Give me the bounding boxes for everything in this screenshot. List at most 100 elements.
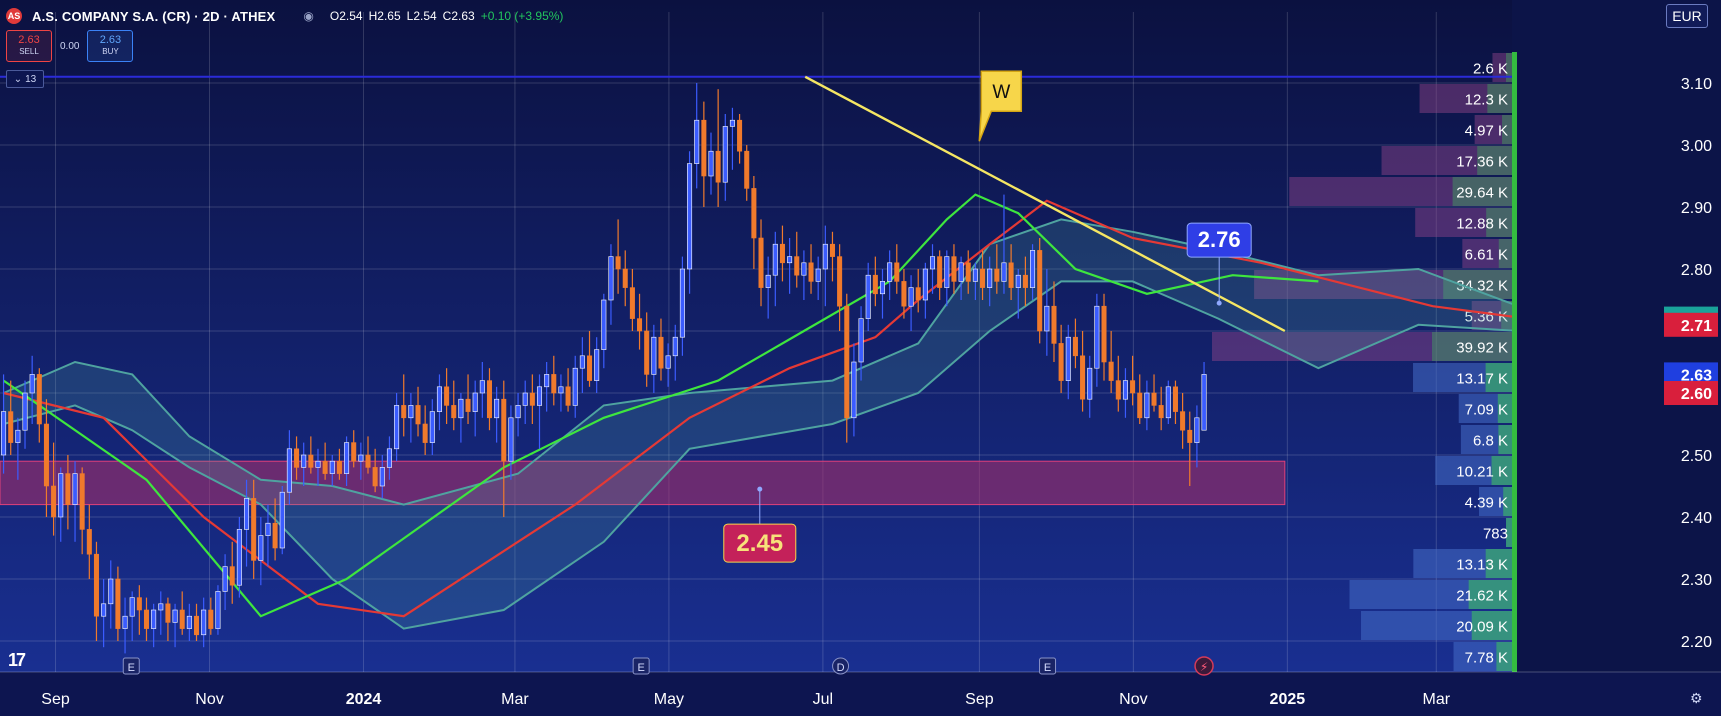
candle-body bbox=[486, 380, 492, 419]
candle-body bbox=[201, 609, 207, 636]
candle-body bbox=[1008, 262, 1014, 288]
candle-body bbox=[79, 473, 85, 530]
candle-body bbox=[286, 448, 292, 493]
annotation-callout bbox=[723, 523, 797, 563]
volume-profile-label: 13.13 K bbox=[1456, 557, 1508, 574]
sell-price: 2.63 bbox=[18, 34, 40, 46]
candle-body bbox=[687, 163, 693, 270]
candle-body bbox=[193, 615, 200, 636]
sell-button[interactable]: 2.63 SELL bbox=[6, 30, 52, 62]
candle-body bbox=[1201, 374, 1207, 431]
candle-body bbox=[294, 448, 300, 468]
candle-body bbox=[1044, 305, 1050, 332]
candle-body bbox=[801, 262, 807, 276]
candle-body bbox=[15, 429, 21, 443]
candle-body bbox=[436, 386, 442, 412]
price-badge-label: 2.71 bbox=[1681, 318, 1712, 335]
volume-profile-bar bbox=[1462, 239, 1512, 268]
candle-body bbox=[444, 386, 450, 406]
candle-body bbox=[544, 374, 550, 388]
candle-body bbox=[944, 256, 950, 288]
candle-body bbox=[1172, 386, 1178, 412]
price-badge-label: 2.63 bbox=[1681, 367, 1712, 384]
candle-body bbox=[694, 119, 700, 164]
candle-body bbox=[301, 454, 307, 468]
volume-profile-bar-green bbox=[1468, 580, 1512, 609]
volume-profile-bar bbox=[1289, 177, 1512, 206]
volume-profile-label: 7.78 K bbox=[1465, 650, 1508, 667]
candle-body bbox=[451, 405, 457, 419]
volume-profile-bar-green bbox=[1477, 146, 1512, 175]
volume-profile-bar-green bbox=[1471, 611, 1512, 640]
eye-icon[interactable]: ◉ bbox=[303, 9, 314, 23]
candle-body bbox=[529, 392, 535, 406]
candle-body bbox=[729, 119, 735, 127]
volume-profile-label: 783 bbox=[1483, 526, 1508, 543]
event-marker bbox=[1039, 657, 1057, 675]
candle-body bbox=[1058, 343, 1064, 381]
indicators-toggle[interactable]: ⌄ 13 bbox=[6, 70, 44, 88]
candle-body bbox=[465, 398, 471, 412]
volume-profile-label: 13.17 K bbox=[1456, 371, 1508, 388]
time-axis-label: Mar bbox=[501, 691, 529, 708]
time-axis-label: Nov bbox=[195, 691, 223, 708]
chevron-down-icon: ⌄ bbox=[13, 73, 23, 85]
volume-profile-bar-green bbox=[1498, 239, 1512, 268]
candle-body bbox=[837, 256, 843, 307]
candle-body bbox=[536, 386, 543, 406]
price-axis-label: 2.90 bbox=[1681, 200, 1712, 217]
support-zone bbox=[0, 460, 1286, 506]
candle-body bbox=[887, 262, 893, 282]
candle-body bbox=[494, 398, 500, 419]
candle-body bbox=[336, 460, 342, 474]
candle-body bbox=[629, 287, 635, 319]
candle-body bbox=[415, 405, 421, 425]
candle-body bbox=[915, 287, 921, 301]
candle-body bbox=[365, 454, 371, 468]
volume-profile-bar bbox=[1415, 208, 1512, 237]
candle-body bbox=[1080, 355, 1086, 400]
volume-profile-label: 17.36 K bbox=[1456, 154, 1508, 171]
volume-profile-bar-green bbox=[1496, 642, 1512, 671]
candle-body bbox=[179, 609, 185, 629]
candle-body bbox=[701, 119, 707, 177]
candle-body bbox=[758, 237, 764, 288]
candle-body bbox=[1072, 336, 1078, 357]
candle-body bbox=[722, 126, 728, 183]
candle-body bbox=[479, 380, 485, 394]
candle-body bbox=[994, 268, 1000, 282]
candle-body bbox=[1, 411, 7, 456]
indicator-cloud-lower bbox=[3, 280, 1576, 630]
settings-gear-icon[interactable]: ⚙ bbox=[1690, 690, 1703, 706]
volume-profile-label: 12.3 K bbox=[1465, 92, 1508, 109]
volume-profile-label: 6.8 K bbox=[1473, 433, 1508, 450]
symbol-title[interactable]: A.S. COMPANY S.A. (CR) · 2D · ATHEX bbox=[32, 8, 276, 24]
indicator-cloud-upper bbox=[3, 218, 1577, 506]
candle-body bbox=[751, 188, 757, 239]
candle-body bbox=[579, 355, 585, 369]
candle-body bbox=[244, 498, 250, 530]
candle-body bbox=[1030, 250, 1036, 288]
candle-body bbox=[1022, 274, 1028, 288]
candle-body bbox=[508, 417, 514, 462]
price-axis-label: 2.40 bbox=[1681, 510, 1712, 527]
tradingview-logo-icon[interactable]: 17 bbox=[8, 650, 26, 670]
volume-profile-label: 7.09 K bbox=[1465, 402, 1508, 419]
candle-body bbox=[901, 281, 907, 307]
candle-body bbox=[572, 367, 578, 406]
candle-body bbox=[429, 411, 435, 443]
buy-button[interactable]: 2.63 BUY bbox=[87, 30, 134, 62]
annotation-anchor bbox=[757, 486, 763, 492]
candle-body bbox=[208, 609, 214, 629]
candle-body bbox=[165, 603, 171, 623]
candle-body bbox=[279, 491, 285, 549]
volume-profile-bar-green bbox=[1485, 549, 1512, 578]
event-marker bbox=[832, 657, 850, 675]
low-value: L2.54 bbox=[406, 9, 437, 23]
price-axis-label: 2.20 bbox=[1681, 634, 1712, 651]
volume-profile-bar-green bbox=[1486, 208, 1512, 237]
candle-body bbox=[258, 535, 264, 561]
candle-body bbox=[594, 349, 600, 381]
currency-button[interactable]: EUR bbox=[1666, 4, 1708, 28]
